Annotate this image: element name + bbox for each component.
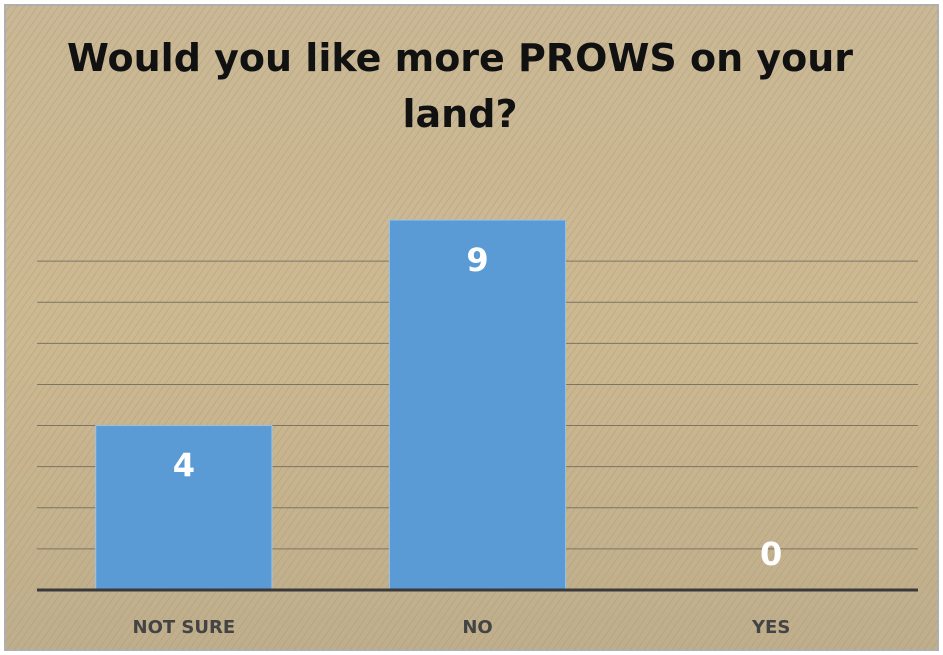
value-label: 4 [173,447,195,485]
value-label: 0 [760,535,782,573]
bar [388,219,567,591]
x-tick-label: NO [462,617,492,638]
chart-title: Would you like more PROWS on your land? [66,36,854,136]
value-label: 9 [466,241,488,279]
bar [95,425,273,591]
x-tick-label: NOT SURE [133,617,236,638]
x-tick-label: YES [751,617,790,638]
